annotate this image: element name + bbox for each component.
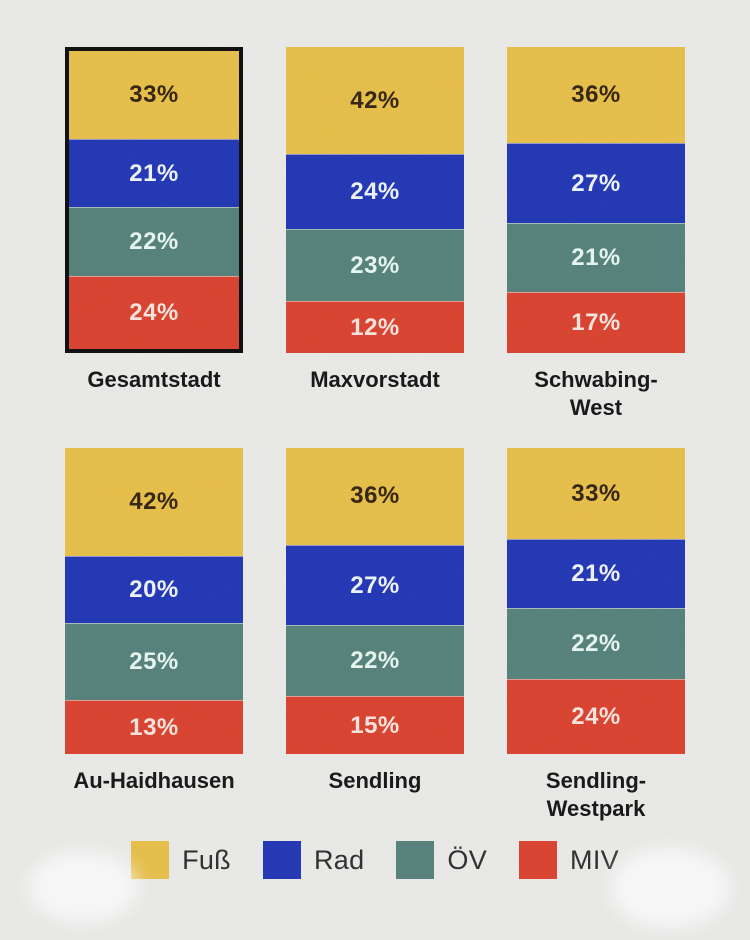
value-label: 42%: [129, 488, 179, 516]
chart-gesamtstadt: 33% 21% 22% 24% Gesamtstadt: [65, 47, 243, 422]
bar-stack-au-haidhausen: 42% 20% 25% 13%: [65, 448, 243, 754]
value-label: 24%: [129, 299, 179, 327]
value-label: 25%: [129, 648, 179, 676]
value-label: 15%: [350, 711, 400, 739]
value-label: 36%: [571, 81, 621, 109]
segment-rad-maxvorstadt: 24%: [286, 154, 464, 229]
segment-öv-gesamtstadt: 22%: [69, 206, 239, 277]
district-label-sendling-westpark: Sendling- Westpark: [507, 767, 685, 823]
district-label-line: Schwabing-: [534, 367, 658, 392]
legend-label-fuß: Fuß: [182, 844, 231, 875]
district-label-sendling: Sendling: [286, 767, 464, 823]
segment-öv-schwabing-west: 21%: [507, 223, 685, 292]
district-label-line: Sendling-: [545, 768, 647, 793]
legend-swatch-miv: [519, 841, 558, 879]
district-label-line: Au-Haidhausen: [73, 768, 235, 793]
value-label: 27%: [350, 571, 400, 599]
bar-stack-schwabing-west: 36% 27% 21% 17%: [507, 47, 685, 354]
segment-rad-schwabing-west: 27%: [507, 143, 685, 224]
value-label: 33%: [129, 81, 179, 109]
segment-miv-sendling-westpark: 24%: [507, 679, 685, 754]
legend-swatch-fuß: [131, 841, 170, 879]
chart-schwabing-west: 36% 27% 21% 17% Schwabing- West: [507, 47, 685, 422]
bar-stack-sendling-westpark: 33% 21% 22% 24%: [507, 448, 685, 754]
chart-au-haidhausen: 42% 20% 25% 13% Au-Haidhausen: [65, 448, 243, 823]
value-label: 23%: [350, 251, 400, 279]
value-label: 21%: [571, 244, 621, 271]
legend-label-miv: MIV: [570, 844, 619, 875]
legend-label-öv: ÖV: [447, 844, 488, 875]
charts-grid: 33% 21% 22% 24% Gesamtstadt 42% 24% 23% 12% Maxvo…: [65, 47, 685, 823]
value-label: 20%: [129, 576, 179, 604]
segment-öv-sendling: 22%: [286, 625, 464, 697]
value-label: 22%: [350, 647, 400, 675]
district-label-line: Gesamtstadt: [87, 367, 221, 392]
value-label: 24%: [350, 178, 400, 206]
bar-stack-maxvorstadt: 42% 24% 23% 12%: [286, 47, 464, 353]
value-label: 13%: [129, 713, 179, 741]
segment-rad-sendling: 27%: [286, 544, 464, 626]
segment-miv-au-haidhausen: 13%: [65, 700, 243, 754]
legend-label-rad: Rad: [313, 844, 365, 875]
chart-sendling-westpark: 33% 21% 22% 24% Sendling- Westpark: [507, 448, 685, 823]
segment-öv-sendling-westpark: 22%: [507, 608, 685, 680]
value-label: 42%: [350, 86, 400, 114]
segment-öv-maxvorstadt: 23%: [286, 228, 464, 302]
segment-fuß-maxvorstadt: 42%: [286, 47, 464, 155]
district-label-au-haidhausen: Au-Haidhausen: [65, 767, 243, 823]
legend-item-öv: ÖV: [396, 841, 487, 879]
value-label: 21%: [129, 159, 179, 187]
value-label: 22%: [571, 630, 621, 658]
legend-item-fuß: Fuß: [131, 841, 231, 879]
chart-sendling: 36% 27% 22% 15% Sendling: [286, 448, 464, 823]
value-label: 17%: [571, 308, 621, 336]
segment-rad-sendling-westpark: 21%: [507, 539, 685, 609]
bar-stack-sendling: 36% 27% 22% 15%: [286, 448, 464, 754]
segment-rad-gesamtstadt: 21%: [69, 139, 239, 207]
segment-miv-schwabing-west: 17%: [507, 291, 685, 354]
district-label-schwabing-west: Schwabing- West: [507, 366, 685, 422]
value-label: 36%: [350, 482, 400, 510]
value-label: 12%: [350, 313, 400, 341]
district-label-line: Sendling: [328, 768, 422, 793]
legend-swatch-öv: [396, 841, 435, 879]
legend-item-miv: MIV: [519, 841, 619, 879]
value-label: 27%: [571, 169, 621, 197]
district-label-gesamtstadt: Gesamtstadt: [65, 366, 243, 422]
district-label-line: Maxvorstadt: [310, 367, 440, 392]
value-label: 22%: [129, 227, 179, 255]
segment-miv-gesamtstadt: 24%: [69, 276, 239, 350]
value-label: 24%: [571, 703, 621, 731]
value-label: 33%: [571, 479, 621, 507]
segment-fuß-gesamtstadt: 33%: [69, 51, 239, 140]
segment-fuß-sendling-westpark: 33%: [507, 448, 685, 540]
chart-legend: Fuß Rad ÖV MIV: [0, 841, 750, 879]
segment-öv-au-haidhausen: 25%: [65, 623, 243, 701]
segment-fuß-schwabing-west: 36%: [507, 47, 685, 144]
legend-swatch-rad: [262, 841, 301, 879]
chart-maxvorstadt: 42% 24% 23% 12% Maxvorstadt: [286, 47, 464, 422]
district-label-line: Westpark: [546, 796, 646, 821]
segment-fuß-sendling: 36%: [286, 448, 464, 545]
segment-miv-sendling: 15%: [286, 696, 464, 754]
legend-item-rad: Rad: [262, 841, 365, 879]
district-label-line: West: [569, 395, 623, 420]
segment-rad-au-haidhausen: 20%: [65, 556, 243, 624]
segment-fuß-au-haidhausen: 42%: [65, 448, 243, 557]
segment-miv-maxvorstadt: 12%: [286, 301, 464, 353]
bar-stack-gesamtstadt: 33% 21% 22% 24%: [65, 47, 243, 353]
value-label: 21%: [571, 560, 621, 588]
district-label-maxvorstadt: Maxvorstadt: [286, 366, 464, 422]
